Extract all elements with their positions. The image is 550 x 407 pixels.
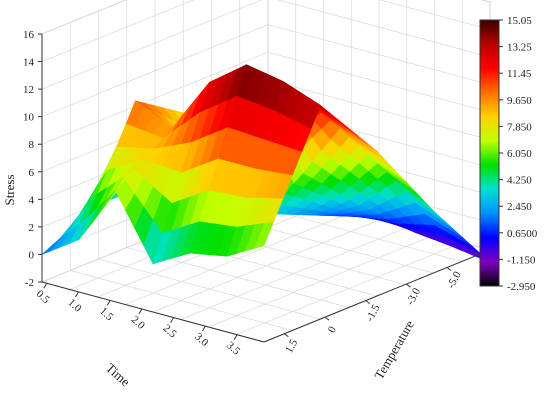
colorbar: 15.05 13.25 11.45 9.650 7.850 6.050 4.250 2.450… bbox=[479, 15, 538, 293]
colorbar-tick-label: -1.150 bbox=[507, 254, 536, 266]
colorbar-tick-label: 6.050 bbox=[507, 148, 532, 160]
x-tick-label: 2.0 bbox=[129, 314, 148, 332]
z-tick-label: 14 bbox=[23, 57, 35, 69]
z-tick-label: 10 bbox=[23, 112, 35, 124]
colorbar-scale bbox=[479, 19, 500, 287]
grid-line-u-floor bbox=[152, 219, 380, 313]
y-axis-label: Temperature bbox=[371, 317, 417, 381]
z-tick-label: 0 bbox=[29, 249, 35, 261]
colorbar-tick-label: 2.450 bbox=[507, 201, 532, 213]
surface-patch bbox=[254, 221, 274, 249]
z-tick-label: 16 bbox=[23, 29, 35, 41]
x-tick-mark bbox=[43, 283, 48, 289]
x-tick-label: 1.0 bbox=[65, 297, 84, 315]
x-tick-mark bbox=[75, 291, 79, 298]
y-tick-label: 0 bbox=[326, 324, 339, 335]
grid-line-z-right bbox=[379, 0, 491, 30]
y-tick-mark bbox=[406, 283, 411, 288]
z-tick-label: 8 bbox=[29, 139, 35, 151]
x-tick-mark bbox=[106, 300, 111, 306]
y-axis-line bbox=[263, 249, 491, 343]
y-tick-mark bbox=[284, 333, 289, 338]
z-tick-label: 6 bbox=[29, 167, 35, 179]
z-tick-label: 12 bbox=[23, 84, 34, 96]
grid-line-u-floor bbox=[236, 242, 463, 335]
z-tick-label: 2 bbox=[29, 222, 35, 234]
x-tick-mark bbox=[201, 325, 206, 332]
y-tick-mark bbox=[446, 267, 452, 271]
grid-line-u-floor bbox=[125, 212, 352, 305]
x-tick-label: 0.5 bbox=[34, 288, 53, 306]
colorbar-tick-label: 11.45 bbox=[507, 68, 532, 80]
x-axis-label: Time bbox=[103, 360, 133, 389]
x-tick-label: 3.0 bbox=[192, 331, 211, 349]
z-tick-label: 4 bbox=[29, 194, 35, 206]
colorbar-tick-label: 15.05 bbox=[507, 15, 532, 27]
y-tick-label: -5.0 bbox=[445, 269, 464, 290]
y-tick-label: 1.5 bbox=[283, 337, 300, 355]
z-axis-label: Stress bbox=[2, 174, 17, 205]
grid-line-u-floor bbox=[208, 234, 435, 328]
y-tick-label: -1.5 bbox=[364, 302, 383, 323]
x-tick-label: 3.5 bbox=[224, 339, 243, 357]
axes bbox=[41, 34, 491, 343]
y-tick-mark bbox=[365, 300, 371, 305]
x-tick-mark bbox=[138, 308, 143, 315]
x-axis-line bbox=[41, 281, 265, 343]
grid-line-z-left bbox=[41, 0, 127, 35]
x-tick-mark bbox=[170, 317, 175, 323]
x-tick-mark bbox=[233, 334, 238, 340]
colorbar-tick-label: 0.6500 bbox=[507, 228, 538, 240]
colorbar-tick-label: 13.25 bbox=[507, 42, 532, 54]
z-tick-label: -2 bbox=[25, 277, 34, 289]
x-tick-label: 2.5 bbox=[160, 322, 179, 340]
surface bbox=[41, 64, 491, 265]
colorbar-tick-label: 4.250 bbox=[507, 175, 532, 187]
y-tick-label: -3.0 bbox=[404, 286, 423, 307]
colorbar-tick-label: 9.650 bbox=[507, 95, 532, 107]
colorbar-tick-label: 7.850 bbox=[507, 121, 532, 133]
colorbar-tick-label: -2.950 bbox=[507, 281, 536, 293]
x-tick-label: 1.5 bbox=[97, 305, 116, 323]
tick-labels: -2 0 2 4 6 8 10 12 14 16 0.5 1.0 1.5 2.0 2.5 3.0 3.5 1.5 0… bbox=[23, 29, 464, 358]
grid-line-u-floor bbox=[180, 227, 407, 320]
y-tick-mark bbox=[324, 316, 330, 321]
